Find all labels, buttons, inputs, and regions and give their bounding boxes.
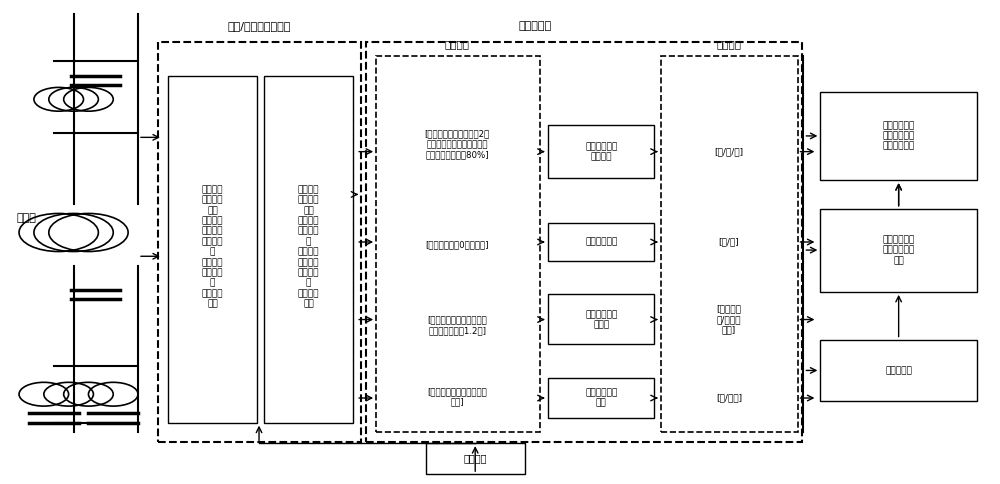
Text: 暂态过电压评
估模块: 暂态过电压评 估模块 [585, 310, 617, 329]
FancyBboxPatch shape [264, 76, 353, 423]
Text: 涌流评估模块: 涌流评估模块 [585, 238, 617, 246]
Text: [半周波电压有效值大于变
压器额定电压的1.2倍]: [半周波电压有效值大于变 压器额定电压的1.2倍] [427, 316, 487, 335]
Text: [高/中/低]: [高/中/低] [715, 147, 744, 156]
FancyBboxPatch shape [376, 57, 540, 432]
Text: [高/正常]: [高/正常] [716, 393, 742, 403]
FancyBboxPatch shape [548, 378, 654, 418]
FancyBboxPatch shape [820, 339, 977, 401]
Text: 电流数据
采集卡：
测量
稳态电流
数据、记
录暂态电
流
突变事件
数据、记
录
暂态波形
数据: 电流数据 采集卡： 测量 稳态电流 数据、记 录暂态电 流 突变事件 数据、记 … [202, 185, 223, 308]
FancyBboxPatch shape [548, 223, 654, 261]
FancyBboxPatch shape [820, 92, 977, 180]
Text: 筛选条件: 筛选条件 [445, 40, 470, 49]
FancyBboxPatch shape [366, 42, 802, 442]
Text: 服务平台（网
页、网站、移
动客户端等）: 服务平台（网 页、网站、移 动客户端等） [883, 121, 915, 151]
Text: [谐波电压总畸变率大于预
设值]: [谐波电压总畸变率大于预 设值] [427, 387, 487, 406]
Text: [电流有效值由0开始突变]: [电流有效值由0开始突变] [426, 240, 489, 249]
FancyBboxPatch shape [426, 443, 525, 474]
Text: 计算机、移动
设备、无线设
备等: 计算机、移动 设备、无线设 备等 [883, 235, 915, 265]
Text: 评价指标: 评价指标 [717, 40, 742, 49]
FancyBboxPatch shape [661, 57, 798, 432]
FancyBboxPatch shape [820, 209, 977, 292]
Text: [操作过电
压/雷电过
电压]: [操作过电 压/雷电过 电压] [717, 304, 742, 334]
Text: [高/低]: [高/低] [719, 238, 739, 246]
Text: 谐波电压评估
模块: 谐波电压评估 模块 [585, 388, 617, 408]
FancyBboxPatch shape [548, 294, 654, 344]
Text: 电流/电压数据记录仪: 电流/电压数据记录仪 [227, 21, 291, 30]
FancyBboxPatch shape [548, 125, 654, 178]
FancyBboxPatch shape [168, 76, 257, 423]
Text: 设备参数: 设备参数 [463, 454, 487, 463]
Text: 信息处理器: 信息处理器 [885, 366, 912, 375]
Text: 信息控制器: 信息控制器 [518, 21, 551, 30]
Text: 电压数据
采集卡：
测量
稳态电压
数据、记
录
暂态电压
突变事件
数据、记
录
暂态波形
数据: 电压数据 采集卡： 测量 稳态电压 数据、记 录 暂态电压 突变事件 数据、记 … [298, 185, 319, 308]
Text: 变压器: 变压器 [16, 213, 36, 223]
FancyBboxPatch shape [158, 42, 361, 442]
Text: 故障电流穿越
评估模块: 故障电流穿越 评估模块 [585, 142, 617, 161]
Text: [半周波电流有效值大于2倍
变压器额定电流且电压有效
值低于额定电压的80%]: [半周波电流有效值大于2倍 变压器额定电流且电压有效 值低于额定电压的80%] [425, 130, 490, 159]
